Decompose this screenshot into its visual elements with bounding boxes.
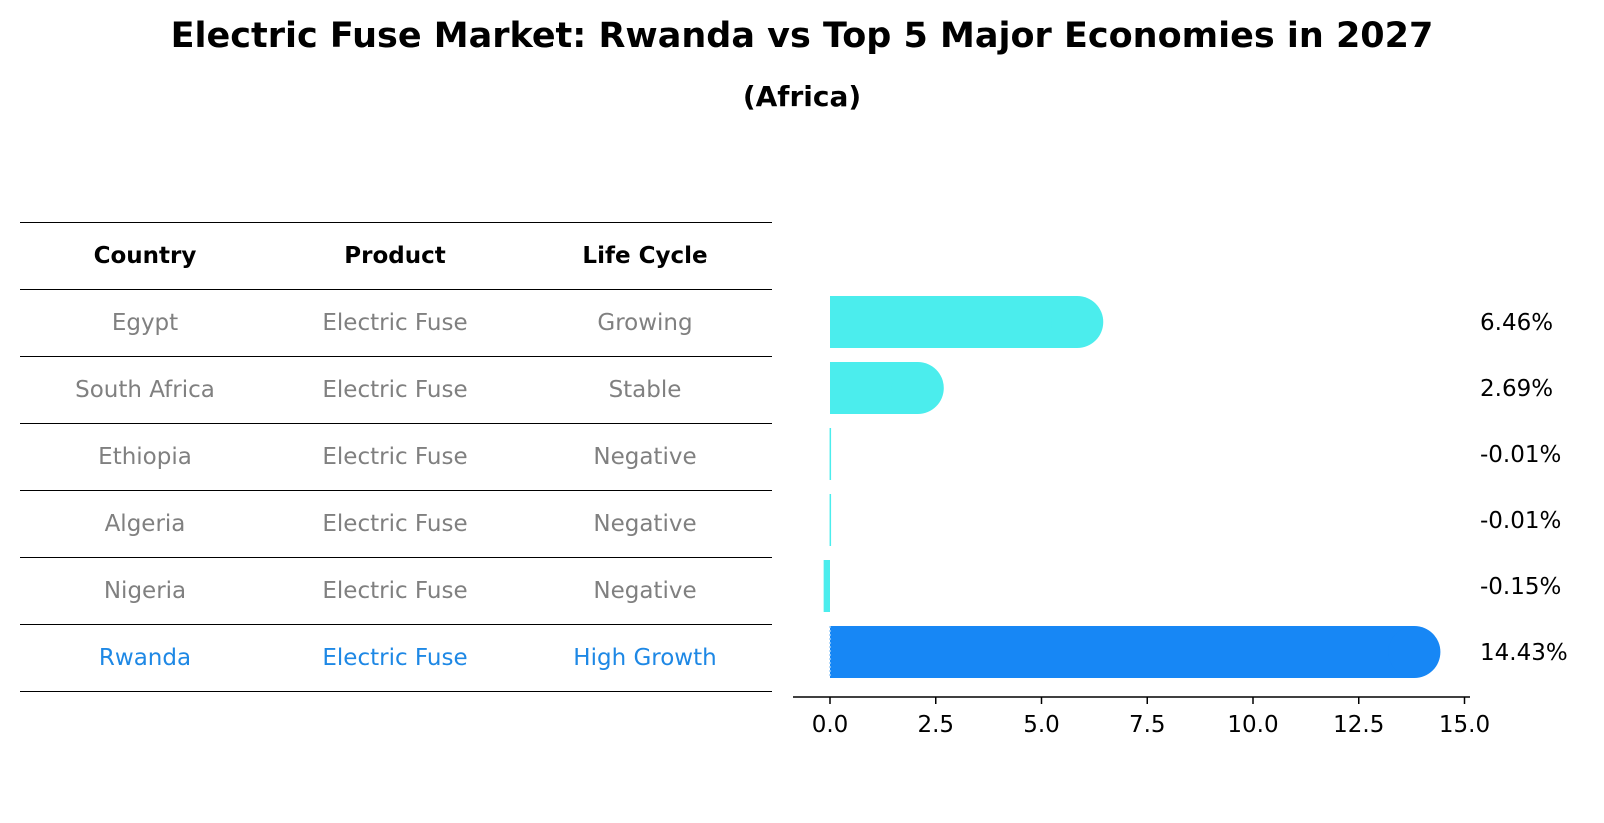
table-row-highlight: Rwanda Electric Fuse High Growth xyxy=(20,624,772,692)
life-cycle-cell: Stable xyxy=(608,377,682,403)
x-tick-label: 10.0 xyxy=(1227,712,1278,738)
value-label: -0.01% xyxy=(1480,442,1561,468)
header-life-cycle: Life Cycle xyxy=(582,243,708,269)
chart-subtitle: (Africa) xyxy=(742,80,862,113)
product-cell: Electric Fuse xyxy=(322,377,468,403)
country-cell: Algeria xyxy=(104,511,186,537)
x-tick-label: 15.0 xyxy=(1439,712,1490,738)
x-tick-label: 12.5 xyxy=(1333,712,1384,738)
bar-ethiopia xyxy=(829,428,832,480)
bar-cap-egypt xyxy=(1051,296,1104,348)
bar-rwanda xyxy=(830,626,1415,678)
value-label: 6.46% xyxy=(1480,310,1553,336)
x-tick-label: 0.0 xyxy=(812,712,849,738)
value-label: 14.43% xyxy=(1480,640,1568,666)
table-row: Egypt Electric Fuse Growing xyxy=(20,289,772,356)
country-cell: South Africa xyxy=(75,377,215,403)
country-cell: Rwanda xyxy=(98,645,192,671)
table-header-row: Country Product Life Cycle xyxy=(20,222,772,289)
life-cycle-cell: Growing xyxy=(597,310,693,336)
bar-cap-rwanda xyxy=(1388,626,1441,678)
value-label: -0.01% xyxy=(1480,508,1561,534)
bar-egypt xyxy=(830,296,1078,348)
bar-algeria xyxy=(829,494,832,546)
x-tick-label: 2.5 xyxy=(917,712,954,738)
table-row: Ethiopia Electric Fuse Negative xyxy=(20,423,772,490)
product-cell: Electric Fuse xyxy=(322,310,468,336)
life-cycle-cell: Negative xyxy=(593,444,697,470)
country-cell: Ethiopia xyxy=(98,444,192,470)
table-row: Algeria Electric Fuse Negative xyxy=(20,490,772,557)
product-cell: Electric Fuse xyxy=(322,511,468,537)
header-country: Country xyxy=(93,243,197,269)
product-cell: Electric Fuse xyxy=(322,444,468,470)
table-row: Nigeria Electric Fuse Negative xyxy=(20,557,772,624)
table-row: South Africa Electric Fuse Stable xyxy=(20,356,772,423)
bar-nigeria xyxy=(823,560,830,612)
product-cell: Electric Fuse xyxy=(322,578,468,604)
country-cell: Nigeria xyxy=(103,578,187,604)
product-cell: Electric Fuse xyxy=(322,645,468,671)
value-label: -0.15% xyxy=(1480,574,1561,600)
header-product: Product xyxy=(344,243,446,269)
life-cycle-cell: Negative xyxy=(593,511,697,537)
country-table: Country Product Life Cycle Egypt Electri… xyxy=(20,222,772,692)
life-cycle-cell: Negative xyxy=(593,578,697,604)
value-label: 2.69% xyxy=(1480,376,1553,402)
x-tick-label: 5.0 xyxy=(1023,712,1060,738)
chart-title: Electric Fuse Market: Rwanda vs Top 5 Ma… xyxy=(170,16,1434,56)
bar-cap-south-africa xyxy=(891,362,944,414)
country-cell: Egypt xyxy=(111,310,179,336)
life-cycle-cell: High Growth xyxy=(573,645,717,671)
x-tick-label: 7.5 xyxy=(1129,712,1166,738)
